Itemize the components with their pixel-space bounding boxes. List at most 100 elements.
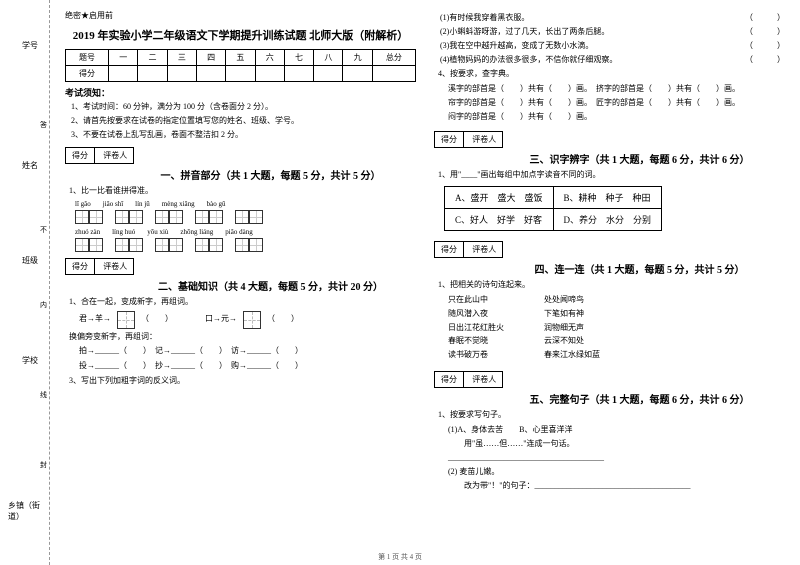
pinyin: zhōng liáng xyxy=(180,228,213,236)
rad-row: 溪字的部首是（ ）共有（ ）画。 挤字的部首是（ ）共有（ ）画。 xyxy=(448,83,785,95)
page-footer: 第 1 页 共 4 页 xyxy=(0,552,800,562)
poem-right: 处处闻啼鸟 下笔如有神 润物细无声 云深不知处 春来江水绿如蓝 xyxy=(544,293,600,361)
opt-cell: C、好人 好学 好客 xyxy=(445,208,554,230)
q2-1: 1、合在一起，变成新字，再组词。 xyxy=(69,296,416,309)
paren: （ ） xyxy=(141,313,173,326)
seal-mark: 不 xyxy=(40,225,47,235)
grader-label: 评卷人 xyxy=(97,259,133,274)
char-box xyxy=(243,311,261,329)
cell: 六 xyxy=(255,50,284,66)
cell: 七 xyxy=(284,50,313,66)
q1-1: 1、比一比看谁拼得准。 xyxy=(69,185,416,198)
cell: 二 xyxy=(138,50,167,66)
pinyin: bào gǔ xyxy=(207,200,226,208)
score-value-row: 得分 xyxy=(66,66,416,82)
opp-item: (4)植物妈妈的办法很多很多，不信你就仔细观察。（ ） xyxy=(440,54,785,66)
grader-box: 得分 评卷人 xyxy=(65,258,134,275)
grader-label: 评卷人 xyxy=(466,132,502,147)
section-5-title: 五、完整句子（共 1 大题，每题 6 分，共计 6 分） xyxy=(494,391,785,406)
notice-list: 1、考试时间：60 分钟，满分为 100 分（含卷面分 2 分）。 2、请首先按… xyxy=(71,101,416,141)
seal-mark: 内 xyxy=(40,300,47,310)
section-2-title: 二、基础知识（共 4 大题，每题 5 分，共计 20 分） xyxy=(125,278,416,293)
grader-box: 得分 评卷人 xyxy=(65,147,134,164)
cell: 总分 xyxy=(372,50,415,66)
grader-label: 评卷人 xyxy=(97,148,133,163)
pinyin: piǎo dàng xyxy=(225,228,252,236)
binding-margin: 学号 姓名 班级 学校 乡镇（街道） 答 不 内 线 封 xyxy=(0,0,50,565)
cell: 三 xyxy=(167,50,196,66)
seal-mark: 答 xyxy=(40,120,47,130)
score-header-row: 题号 一 二 三 四 五 六 七 八 九 总分 xyxy=(66,50,416,66)
score-label: 得分 xyxy=(66,259,95,274)
left-column: 绝密★启用前 2019 年实验小学二年级语文下学期提升训练试题 北师大版（附解析… xyxy=(65,10,416,560)
compose-right: 口→元→ xyxy=(205,313,237,326)
score-label: 得分 xyxy=(435,372,464,387)
binding-field-id: 学号 xyxy=(22,40,38,62)
pinyin: yōu xiù xyxy=(147,228,168,236)
q5-line: _______________________________________ xyxy=(448,452,785,464)
pinyin: mèng xiǎng xyxy=(162,200,195,208)
notice-item: 1、考试时间：60 分钟，满分为 100 分（含卷面分 2 分）。 xyxy=(71,101,416,113)
q5-line: 用"虽……但……"连成一句话。 xyxy=(448,438,785,450)
score-label: 得分 xyxy=(435,242,464,257)
grader-box: 得分 评卷人 xyxy=(434,371,503,388)
q4-1: 1、把相关的诗句连起来。 xyxy=(438,279,785,292)
compose-row: 君→羊→ （ ） 口→元→ （ ） xyxy=(79,311,416,329)
pinyin: lǐ gǎo xyxy=(75,200,91,208)
pinyin-row: lǐ gǎo jiǎo shī lín jū mèng xiǎng bào gǔ xyxy=(75,200,416,208)
q5-items: (1)A、身体去苦 B、心里喜洋洋 用"虽……但……"连成一句话。 ______… xyxy=(448,424,785,492)
binding-field-town: 乡镇（街道） xyxy=(8,500,49,522)
binding-field-class: 班级 xyxy=(22,255,38,266)
q3-1: 1、用"____"画出每组中加点字读音不同的词。 xyxy=(438,169,785,182)
char-grid-row xyxy=(75,238,416,252)
grader-box: 得分 评卷人 xyxy=(434,241,503,258)
cell: 五 xyxy=(226,50,255,66)
seal-mark: 线 xyxy=(40,390,47,400)
score-label: 得分 xyxy=(435,132,464,147)
binding-field-school: 学校 xyxy=(22,355,38,366)
q2-2-head: 换偏旁变新字，再组词： xyxy=(69,331,416,344)
opp-item: (3)我在空中越升越高，变成了无数小水滴。（ ） xyxy=(440,40,785,52)
pinyin: zhuó zàn xyxy=(75,228,100,236)
section-4-title: 四、连一连（共 1 大题，每题 5 分，共计 5 分） xyxy=(494,261,785,276)
cell: 九 xyxy=(343,50,372,66)
cell: 四 xyxy=(196,50,225,66)
q2-4: 4、按要求，查字典。 xyxy=(438,68,785,81)
q5-line: (1)A、身体去苦 B、心里喜洋洋 xyxy=(448,424,785,436)
rad-row: 帘字的部首是（ ）共有（ ）画。 匠字的部首是（ ）共有（ ）画。 xyxy=(448,97,785,109)
q5-line: (2) 麦苗儿嫩。 xyxy=(448,466,785,478)
opt-cell: B、耕种 种子 种田 xyxy=(553,186,662,208)
q5-line: 改为带"！"的句子：______________________________… xyxy=(448,480,785,492)
opp-item: (1)有时候我穿着黑衣服。（ ） xyxy=(440,12,785,24)
binding-field-name: 姓名 xyxy=(22,160,38,171)
paren: （ ） xyxy=(267,313,299,326)
compose-left: 君→羊→ xyxy=(79,313,111,326)
cell: 一 xyxy=(109,50,138,66)
rad-row: 闷字的部首是（ ）共有（ ）画。 xyxy=(448,111,785,123)
grader-box: 得分 评卷人 xyxy=(434,131,503,148)
section-1-title: 一、拼音部分（共 1 大题，每题 5 分，共计 5 分） xyxy=(125,167,416,182)
main-content: 绝密★启用前 2019 年实验小学二年级语文下学期提升训练试题 北师大版（附解析… xyxy=(50,0,800,565)
opt-cell: A、盛开 盛大 盛饭 xyxy=(445,186,554,208)
char-box xyxy=(117,311,135,329)
secret-label: 绝密★启用前 xyxy=(65,10,416,21)
cell: 题号 xyxy=(66,50,109,66)
option-table: A、盛开 盛大 盛饭 B、耕种 种子 种田 C、好人 好学 好客 D、养分 水分… xyxy=(444,186,662,231)
opp-item: (2)小蝌蚪游呀游，过了几天，长出了两条后腿。（ ） xyxy=(440,26,785,38)
right-column: (1)有时候我穿着黑衣服。（ ） (2)小蝌蚪游呀游，过了几天，长出了两条后腿。… xyxy=(434,10,785,560)
grader-label: 评卷人 xyxy=(466,372,502,387)
q2-2-line: 拍→______（ ） 记→______（ ） 访→______（ ） xyxy=(79,345,416,358)
pinyin-row: zhuó zàn líng huó yōu xiù zhōng liáng pi… xyxy=(75,228,416,236)
notice-item: 3、不要在试卷上乱写乱画，卷面不整洁扣 2 分。 xyxy=(71,129,416,141)
notice-item: 2、请首先按要求在试卷的指定位置填写您的姓名、班级、学号。 xyxy=(71,115,416,127)
exam-title: 2019 年实验小学二年级语文下学期提升训练试题 北师大版（附解析） xyxy=(65,27,416,43)
q5-1: 1、按要求写句子。 xyxy=(438,409,785,422)
char-grid-row xyxy=(75,210,416,224)
pinyin: jiǎo shī xyxy=(103,200,123,208)
cell: 八 xyxy=(314,50,343,66)
cell: 得分 xyxy=(66,66,109,82)
q2-2-line: 投→______（ ） 抄→______（ ） 购→______（ ） xyxy=(79,360,416,373)
radical-list: 溪字的部首是（ ）共有（ ）画。 挤字的部首是（ ）共有（ ）画。 帘字的部首是… xyxy=(448,83,785,123)
seal-mark: 封 xyxy=(40,460,47,470)
section-3-title: 三、识字辨字（共 1 大题，每题 6 分，共计 6 分） xyxy=(494,151,785,166)
